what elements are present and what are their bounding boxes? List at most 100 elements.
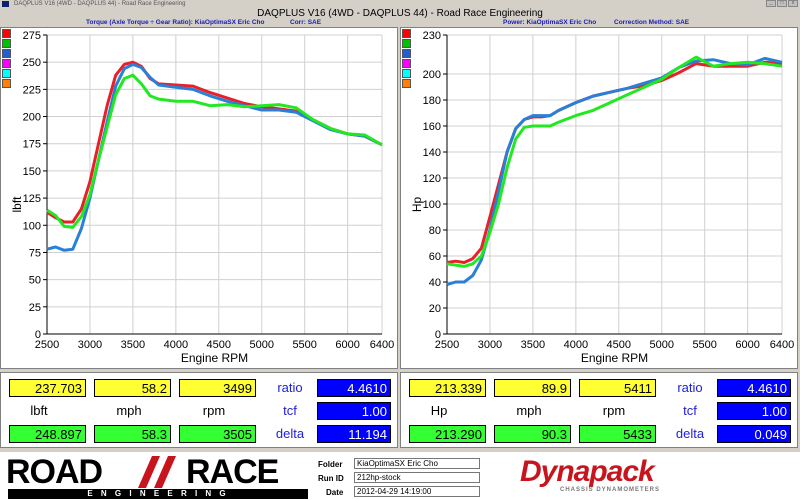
x-tick-label: 5500	[292, 339, 316, 351]
y-tick-label: 150	[23, 166, 41, 178]
power-value-b: 213.290	[409, 425, 486, 443]
y-tick-label: 250	[23, 57, 41, 69]
tcf-value: 1.00	[717, 402, 791, 420]
y-tick-label: 60	[429, 251, 441, 263]
footer: ROAD RACE E N G I N E E R I N G Folder K…	[0, 452, 800, 500]
close-button[interactable]: x	[788, 0, 798, 7]
power-value-a: 213.339	[409, 379, 486, 397]
main-header: DAQPLUS V16 (4WD - DAQPLUS 44) - Road Ra…	[257, 8, 543, 19]
power-chart-panel: 2500 3000 3500 4000 4500 5000 5500 6000 6400 0 20 4…	[400, 27, 798, 369]
run-swatch-4[interactable]	[2, 69, 11, 78]
y-tick-label: 175	[23, 139, 41, 151]
x-tick-label: 3000	[478, 339, 502, 351]
mph-value-a: 89.9	[494, 379, 571, 397]
dynapack-sub: CHASSIS DYNAMOMETERS	[560, 487, 661, 493]
y-tick-label: 225	[23, 84, 41, 96]
torque-unit-label: lbft	[30, 403, 48, 418]
mph-unit-label: mph	[116, 403, 142, 418]
torque-chart: 2500 3000 3500 4000 4500 5000 5500 6000 6400 0 25 5…	[10, 30, 394, 365]
window-controls: _ □ x	[766, 0, 798, 8]
y-tick-label: 0	[35, 329, 41, 341]
maximize-button[interactable]: □	[777, 0, 787, 7]
torque-value-a: 237.703	[9, 379, 86, 397]
x-tick-label: 6000	[735, 339, 759, 351]
run-swatch-0[interactable]	[402, 29, 411, 38]
run-swatch-3[interactable]	[2, 59, 11, 68]
rpm-value-a: 5411	[579, 379, 656, 397]
run-selector-right	[402, 29, 411, 88]
torque-header: Torque (Axle Torque ÷ Gear Ratio): KiaOp…	[86, 19, 265, 26]
run-swatch-2[interactable]	[402, 49, 411, 58]
rpm-value-b: 3505	[179, 425, 256, 443]
runid-value: 212hp-stock	[354, 472, 480, 483]
run-swatch-5[interactable]	[2, 79, 11, 88]
ratio-value: 4.4610	[317, 379, 391, 397]
run-selector-left	[2, 29, 11, 88]
delta-value: 0.049	[717, 425, 791, 443]
date-value: 2012-04-29 14:19:00	[354, 486, 480, 497]
logo-slashes-icon	[138, 456, 176, 488]
run-swatch-5[interactable]	[402, 79, 411, 88]
torque-value-b: 248.897	[9, 425, 86, 443]
power-header: Power: KiaOptimaSX Eric Cho	[503, 19, 597, 26]
window-titlebar: DAQPLUS V16 (4WD - DAQPLUS 44) - Road Ra…	[0, 0, 800, 8]
app-icon	[2, 1, 9, 7]
rpm-value-a: 3499	[179, 379, 256, 397]
x-tick-label: 4500	[207, 339, 231, 351]
x-tick-label: 6400	[770, 339, 794, 351]
run-swatch-1[interactable]	[402, 39, 411, 48]
run-swatch-0[interactable]	[2, 29, 11, 38]
x-tick-label: 6000	[335, 339, 359, 351]
x-tick-label: 5000	[250, 339, 274, 351]
date-label: Date	[326, 488, 344, 497]
y-tick-label: 140	[423, 147, 441, 159]
y-tick-label: 100	[423, 199, 441, 211]
x-tick-label: 3500	[521, 339, 545, 351]
x-tick-label: 3500	[121, 339, 145, 351]
y-tick-label: 25	[29, 302, 41, 314]
y-tick-label: 80	[429, 225, 441, 237]
tcf-value: 1.00	[317, 402, 391, 420]
x-tick-label: 5000	[650, 339, 674, 351]
y-tick-label: 20	[429, 303, 441, 315]
dynapack-logo: Dynapack	[520, 455, 655, 488]
x-tick-label: 4500	[607, 339, 631, 351]
logo-road: ROAD	[6, 453, 103, 491]
torque-corr: Corr: SAE	[290, 19, 322, 26]
run-swatch-3[interactable]	[402, 59, 411, 68]
rpm-unit-label: rpm	[202, 403, 226, 418]
mph-value-b: 58.3	[94, 425, 171, 443]
y-tick-label: 50	[29, 275, 41, 287]
runid-label: Run ID	[318, 474, 344, 483]
run-swatch-2[interactable]	[2, 49, 11, 58]
y-tick-label: 275	[23, 30, 41, 42]
rpm-unit-label: rpm	[602, 403, 626, 418]
x-tick-label: 2500	[435, 339, 459, 351]
rpm-value-b: 5433	[579, 425, 656, 443]
y-tick-label: 120	[423, 173, 441, 185]
tcf-label: tcf	[283, 403, 297, 418]
run-swatch-1[interactable]	[2, 39, 11, 48]
tcf-label: tcf	[683, 403, 697, 418]
logo-race: RACE	[186, 453, 279, 491]
ratio-label: ratio	[277, 380, 303, 395]
x-tick-label: 2500	[35, 339, 59, 351]
y-tick-label: 125	[23, 193, 41, 205]
y-tick-label: 40	[429, 277, 441, 289]
power-corr: Correction Method: SAE	[614, 19, 690, 26]
delta-label: delta	[275, 426, 305, 441]
delta-label: delta	[675, 426, 705, 441]
mph-value-b: 90.3	[494, 425, 571, 443]
x-tick-label: 3000	[78, 339, 102, 351]
series-line-2	[46, 73, 383, 229]
x-tick-label: 4000	[564, 339, 588, 351]
y-tick-label: 0	[435, 329, 441, 341]
logo-engineering: E N G I N E E R I N G	[8, 489, 308, 499]
mph-unit-label: mph	[516, 403, 542, 418]
ratio-value: 4.4610	[717, 379, 791, 397]
x-axis-label: Engine RPM	[181, 351, 248, 365]
y-axis-label: lbft	[10, 196, 24, 213]
run-swatch-4[interactable]	[402, 69, 411, 78]
minimize-button[interactable]: _	[766, 0, 776, 7]
y-tick-label: 75	[29, 247, 41, 259]
